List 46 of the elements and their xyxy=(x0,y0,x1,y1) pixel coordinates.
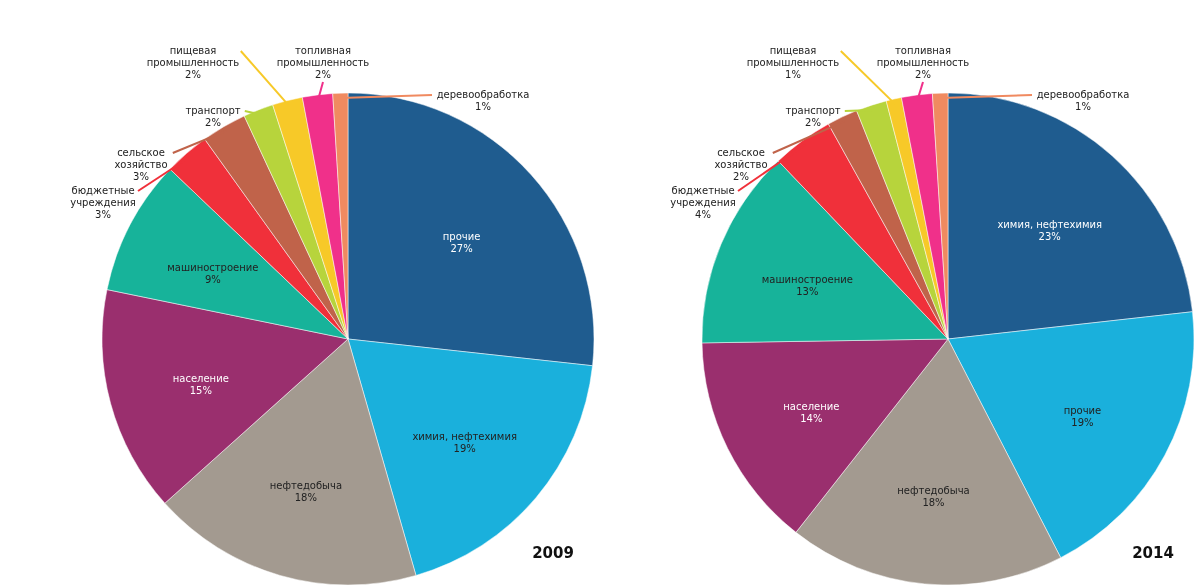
data-label: 3% xyxy=(95,209,111,220)
data-label: 14% xyxy=(800,412,823,424)
slice-label: население xyxy=(783,400,840,412)
data-label: 2% xyxy=(315,69,331,80)
slice-label: сельское хозяйство xyxy=(114,147,168,170)
data-label: 9% xyxy=(204,274,221,286)
slice-label: прочие xyxy=(1063,405,1102,417)
slice-label: нефтедобыча xyxy=(269,479,343,491)
data-label: 2% xyxy=(915,69,931,80)
data-label: 2% xyxy=(733,171,749,182)
slice-label: пищевая промышленность xyxy=(746,45,840,68)
slice-label: топливная промышленность xyxy=(876,45,970,68)
slice-label: транспорт xyxy=(185,105,241,116)
data-label: 18% xyxy=(294,491,317,503)
data-label: 18% xyxy=(922,496,945,508)
data-label: 2% xyxy=(805,117,821,128)
slice-label: транспорт xyxy=(785,105,841,116)
data-label: 19% xyxy=(453,443,476,455)
slice-label: сельское хозяйство xyxy=(714,147,768,170)
slice-label: деревообработка xyxy=(1036,89,1130,100)
data-label: 4% xyxy=(695,209,711,220)
text: 2014 xyxy=(1132,544,1174,562)
data-label: 23% xyxy=(1038,231,1061,243)
slice-label: прочие xyxy=(442,231,481,243)
slice-label: химия, нефтехимия xyxy=(412,431,517,443)
data-label: 13% xyxy=(796,286,819,298)
data-label: 2% xyxy=(205,117,221,128)
data-label: 1% xyxy=(1075,101,1091,112)
data-label: 15% xyxy=(189,384,212,396)
data-label: 19% xyxy=(1071,417,1094,429)
data-label: 1% xyxy=(785,69,801,80)
slice-label: машиностроение xyxy=(761,274,853,286)
data-label: 27% xyxy=(450,243,473,255)
slice-label: бюджетные учреждения xyxy=(70,185,136,208)
slice-label: пищевая промышленность xyxy=(146,45,240,68)
slice-label: нефтедобыча xyxy=(897,484,970,496)
data-label: 3% xyxy=(133,171,149,182)
slice-label: население xyxy=(172,372,229,384)
text: 2009 xyxy=(532,544,574,562)
data-label: 2% xyxy=(185,69,201,80)
data-label: 1% xyxy=(475,101,491,112)
slice-label: бюджетные учреждения xyxy=(670,185,736,208)
slice-label: топливная промышленность xyxy=(276,45,370,68)
slice-label: химия, нефтехимия xyxy=(997,219,1102,231)
slice-label: машиностроение xyxy=(167,262,259,274)
slice-label: деревообработка xyxy=(436,89,530,100)
